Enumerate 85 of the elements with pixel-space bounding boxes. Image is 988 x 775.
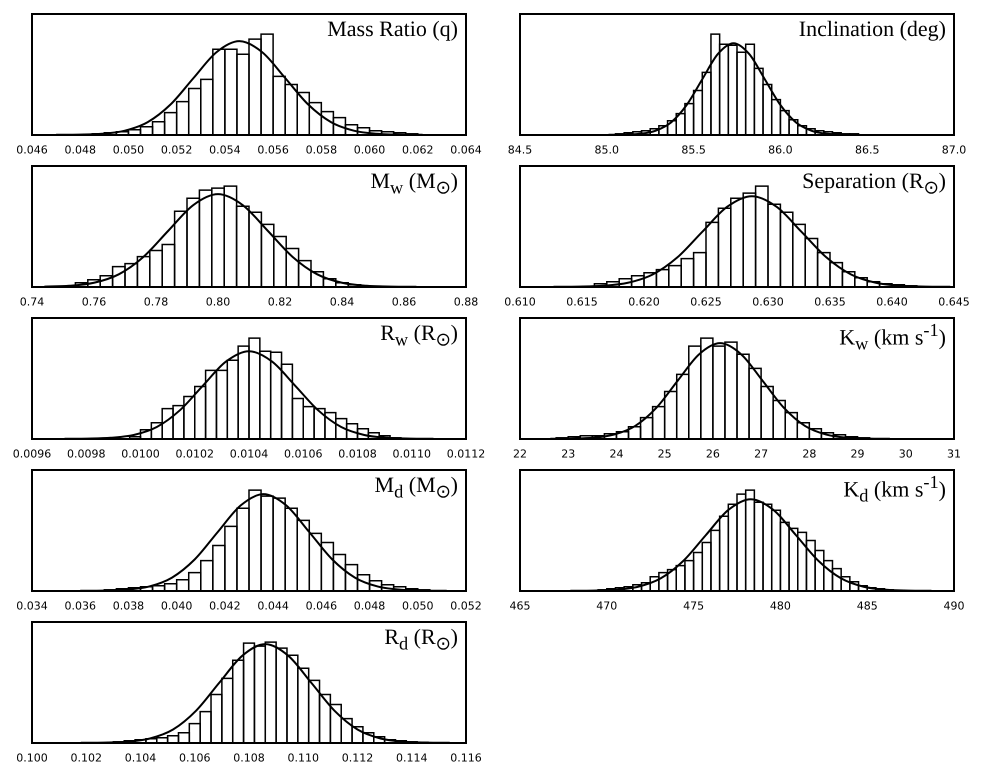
- x-tick-label: 0.114: [396, 751, 428, 764]
- x-tick-label: 87.0: [942, 143, 966, 156]
- x-tick-label: 0.76: [82, 295, 106, 308]
- x-tick-label: 0.78: [144, 295, 168, 308]
- x-tick-label: 0.100: [16, 751, 48, 764]
- x-tick-label: 0.630: [752, 295, 784, 308]
- x-tick-label: 25: [658, 447, 672, 460]
- x-tick-label: 0.034: [16, 599, 48, 612]
- x-tick-label: 0.038: [112, 599, 144, 612]
- x-tick-label: 485: [856, 599, 878, 612]
- x-tick-label: 475: [683, 599, 704, 612]
- x-tick-label: 31: [947, 447, 961, 460]
- x-tick-label: 0.058: [306, 143, 338, 156]
- chart-title: R$_{d}$ (R$_{⊙}$): [384, 624, 458, 654]
- x-tick-label: 0.062: [402, 143, 434, 156]
- x-tick-label: 0.104: [124, 751, 156, 764]
- x-tick-label: 86.0: [768, 143, 793, 156]
- x-tick-label: 0.048: [64, 143, 96, 156]
- x-tick-label: 0.635: [814, 295, 846, 308]
- x-tick-label: 0.060: [354, 143, 386, 156]
- x-tick-label: 0.82: [268, 295, 292, 308]
- x-tick-label: 0.615: [566, 295, 598, 308]
- x-tick-label: 0.064: [450, 143, 482, 156]
- x-tick-label: 0.116: [450, 751, 482, 764]
- chart-title: K$_{d}$ (km s$^{-1}$): [843, 472, 946, 507]
- x-tick-label: 0.106: [179, 751, 210, 764]
- chart-title: Separation (R$_{⊙}$): [802, 168, 946, 198]
- x-tick-label: 0.102: [70, 751, 102, 764]
- x-tick-label: 490: [944, 599, 964, 612]
- x-tick-label: 29: [850, 447, 865, 460]
- x-tick-label: 0.110: [288, 751, 319, 764]
- chart-title: M$_{d}$ (M$_{⊙}$): [374, 472, 458, 502]
- x-tick-label: 0.80: [206, 295, 230, 308]
- x-tick-label: 26: [706, 447, 720, 460]
- x-tick-label: 0.620: [628, 295, 660, 308]
- x-tick-label: 0.74: [20, 295, 44, 308]
- x-tick-label: 85.5: [681, 143, 706, 156]
- x-tick-label: 0.88: [454, 295, 478, 308]
- x-tick-label: 0.0098: [67, 447, 106, 460]
- x-tick-label: 0.86: [392, 295, 416, 308]
- x-tick-label: 27: [754, 447, 768, 460]
- x-tick-label: 480: [770, 599, 791, 612]
- x-tick-label: 0.048: [354, 599, 386, 612]
- chart-title: K$_{w}$ (km s$^{-1}$): [839, 320, 946, 355]
- x-tick-label: 0.040: [160, 599, 192, 612]
- x-tick-label: 30: [898, 447, 913, 460]
- x-tick-label: 0.0106: [284, 447, 322, 460]
- x-tick-label: 470: [596, 599, 618, 612]
- x-tick-label: 0.050: [112, 143, 144, 156]
- x-tick-label: 0.054: [209, 143, 241, 156]
- x-tick-label: 22: [513, 447, 527, 460]
- x-tick-label: 0.046: [16, 143, 48, 156]
- x-tick-label: 0.625: [690, 295, 722, 308]
- x-tick-label: 86.5: [854, 143, 880, 156]
- x-tick-label: 465: [510, 599, 530, 612]
- x-tick-label: 0.0108: [338, 447, 377, 460]
- x-tick-label: 0.0100: [121, 447, 160, 460]
- x-tick-label: 0.056: [257, 143, 289, 156]
- x-tick-label: 0.036: [64, 599, 96, 612]
- x-tick-label: 0.0110: [392, 447, 431, 460]
- x-tick-label: 85.0: [594, 143, 620, 156]
- x-tick-label: 0.050: [402, 599, 434, 612]
- x-tick-label: 84.5: [508, 143, 532, 156]
- x-tick-label: 0.0104: [230, 447, 268, 460]
- x-tick-label: 0.84: [330, 295, 354, 308]
- x-tick-label: 0.0096: [12, 447, 52, 460]
- x-tick-label: 0.052: [450, 599, 482, 612]
- chart-title: M$_{w}$ (M$_{⊙}$): [370, 168, 458, 198]
- x-tick-label: 28: [802, 447, 816, 460]
- x-tick-label: 0.0112: [446, 447, 486, 460]
- x-tick-label: 0.046: [306, 599, 338, 612]
- x-tick-label: 23: [561, 447, 576, 460]
- x-tick-label: 0.112: [342, 751, 374, 764]
- x-tick-label: 0.108: [233, 751, 265, 764]
- x-tick-label: 0.645: [938, 295, 970, 308]
- chart-title: R$_{w}$ (R$_{⊙}$): [380, 320, 458, 350]
- x-tick-label: 0.044: [257, 599, 289, 612]
- x-tick-label: 24: [609, 447, 624, 460]
- x-tick-label: 0.610: [504, 295, 536, 308]
- x-tick-label: 0.640: [876, 295, 908, 308]
- x-tick-label: 0.052: [160, 143, 192, 156]
- chart-title: Mass Ratio (q): [327, 16, 458, 42]
- chart-title: Inclination (deg): [798, 16, 946, 42]
- x-tick-label: 0.042: [209, 599, 241, 612]
- x-tick-label: 0.0102: [176, 447, 214, 460]
